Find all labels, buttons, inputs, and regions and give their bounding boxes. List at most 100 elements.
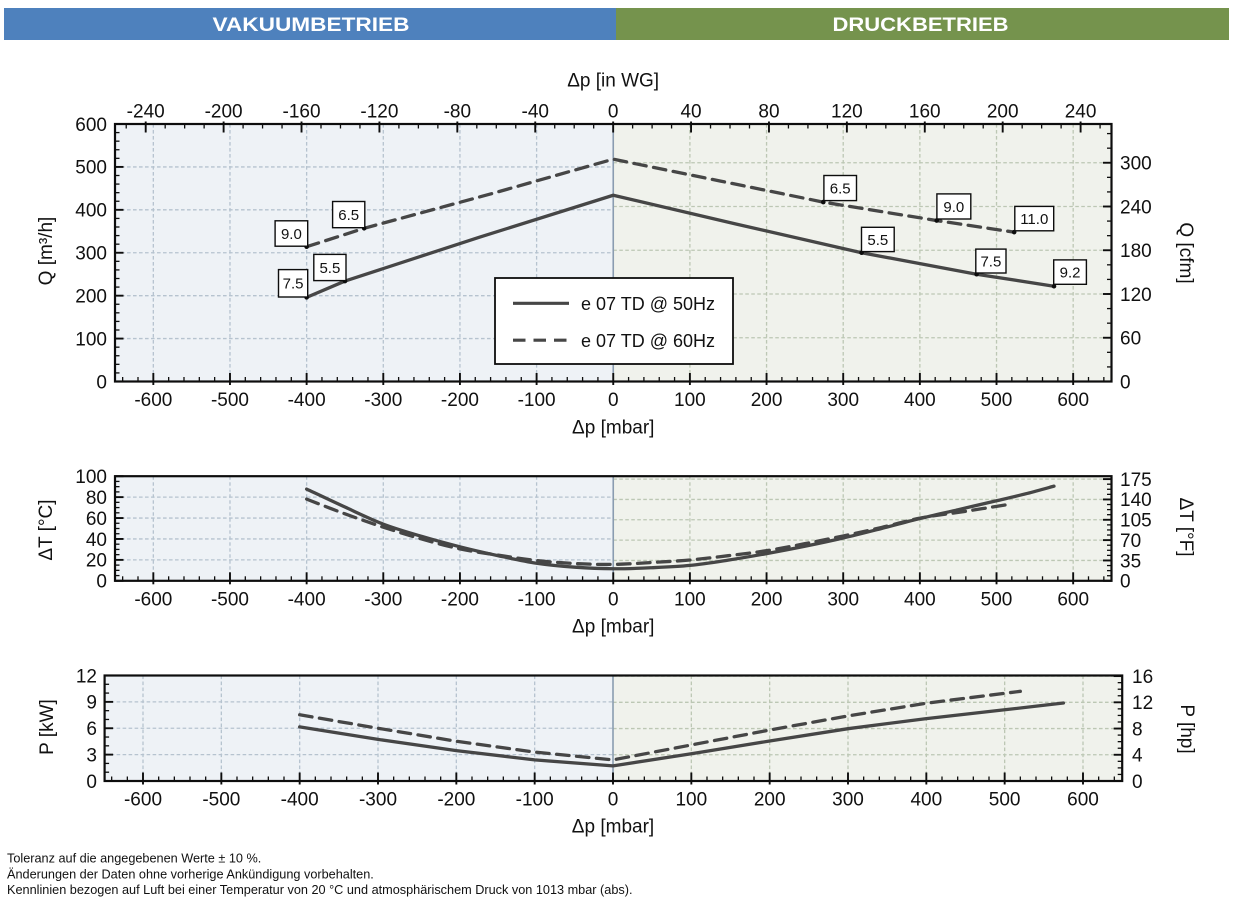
svg-text:-240: -240 [127,102,165,123]
svg-text:9.2: 9.2 [1060,265,1081,282]
svg-text:-100: -100 [518,390,556,411]
svg-text:-100: -100 [518,590,556,611]
svg-text:5.5: 5.5 [319,260,340,277]
svg-text:6.5: 6.5 [338,207,359,224]
svg-text:-100: -100 [516,790,554,811]
svg-text:500: 500 [989,790,1021,811]
svg-text:-500: -500 [202,790,240,811]
svg-text:-200: -200 [441,590,479,611]
svg-text:-400: -400 [288,590,326,611]
svg-text:100: 100 [75,467,107,488]
svg-text:140: 140 [1120,490,1152,511]
svg-text:e 07 TD @ 60Hz: e 07 TD @ 60Hz [581,331,715,351]
svg-text:Kennlinien bezogen auf Luft be: Kennlinien bezogen auf Luft bei einer Te… [7,883,632,897]
svg-text:0: 0 [1132,772,1143,793]
svg-text:300: 300 [827,590,859,611]
svg-text:9.0: 9.0 [281,226,302,243]
svg-text:400: 400 [904,590,936,611]
svg-text:Δp [mbar]: Δp [mbar] [572,617,654,638]
svg-text:180: 180 [1120,241,1152,262]
svg-text:-200: -200 [437,790,475,811]
svg-text:Δp [mbar]: Δp [mbar] [572,817,654,838]
svg-text:600: 600 [1057,390,1089,411]
svg-text:6.5: 6.5 [830,180,851,197]
svg-text:-300: -300 [359,790,397,811]
svg-text:80: 80 [758,102,779,123]
svg-text:40: 40 [680,102,701,123]
svg-text:ΔT [°F]: ΔT [°F] [1175,498,1196,557]
svg-text:100: 100 [675,790,707,811]
svg-text:DRUCKBETRIEB: DRUCKBETRIEB [833,14,1009,36]
svg-text:0: 0 [608,590,619,611]
svg-text:200: 200 [75,286,107,307]
svg-text:0: 0 [86,772,97,793]
svg-text:P [hp]: P [hp] [1176,704,1197,753]
svg-text:100: 100 [674,390,706,411]
svg-text:0: 0 [608,790,619,811]
svg-text:0: 0 [1120,572,1131,593]
svg-text:-400: -400 [281,790,319,811]
svg-text:P [kW]: P [kW] [37,699,58,755]
svg-text:120: 120 [1120,285,1152,306]
svg-text:60: 60 [86,509,107,530]
svg-text:12: 12 [1132,693,1153,714]
svg-text:175: 175 [1120,470,1152,491]
svg-text:ΔT [°C]: ΔT [°C] [36,499,57,560]
svg-text:Toleranz auf die angegebenen W: Toleranz auf die angegebenen Werte ± 10 … [7,852,261,866]
svg-text:160: 160 [909,102,941,123]
svg-text:e 07 TD @ 50Hz: e 07 TD @ 50Hz [581,294,715,314]
svg-text:240: 240 [1120,197,1152,218]
svg-text:200: 200 [751,590,783,611]
svg-text:9: 9 [86,693,97,714]
svg-text:100: 100 [75,329,107,350]
svg-text:Änderungen der Daten ohne vorh: Änderungen der Daten ohne vorherige Ankü… [7,867,374,881]
svg-text:0: 0 [96,572,107,593]
svg-text:-200: -200 [441,390,479,411]
svg-text:35: 35 [1120,551,1141,572]
svg-text:-300: -300 [364,390,402,411]
svg-text:0: 0 [608,102,619,123]
svg-text:300: 300 [1120,154,1152,175]
svg-text:-600: -600 [124,790,162,811]
svg-text:-160: -160 [283,102,321,123]
svg-text:600: 600 [75,115,107,136]
svg-text:300: 300 [75,244,107,265]
svg-text:7.5: 7.5 [283,276,304,293]
svg-text:60: 60 [1120,329,1141,350]
svg-text:500: 500 [75,158,107,179]
svg-text:300: 300 [832,790,864,811]
svg-text:400: 400 [904,390,936,411]
svg-text:500: 500 [981,590,1013,611]
svg-text:105: 105 [1120,511,1152,532]
svg-text:600: 600 [1067,790,1099,811]
svg-text:-600: -600 [134,390,172,411]
svg-text:9.0: 9.0 [943,199,964,216]
svg-text:120: 120 [831,102,863,123]
svg-text:600: 600 [1057,590,1089,611]
svg-text:20: 20 [86,551,107,572]
svg-text:-600: -600 [134,590,172,611]
svg-text:Δp [in WG]: Δp [in WG] [567,71,659,92]
svg-text:400: 400 [910,790,942,811]
svg-text:-40: -40 [522,102,549,123]
svg-text:0: 0 [1120,372,1131,393]
svg-text:8: 8 [1132,719,1143,740]
svg-text:200: 200 [754,790,786,811]
svg-text:500: 500 [981,390,1013,411]
svg-text:-120: -120 [360,102,398,123]
svg-text:400: 400 [75,201,107,222]
svg-text:-400: -400 [288,390,326,411]
svg-text:6: 6 [86,719,97,740]
svg-text:0: 0 [608,390,619,411]
svg-text:-500: -500 [211,390,249,411]
svg-text:200: 200 [987,102,1019,123]
svg-text:5.5: 5.5 [867,232,888,249]
svg-text:7.5: 7.5 [980,253,1001,270]
svg-text:16: 16 [1132,667,1153,688]
svg-text:11.0: 11.0 [1020,211,1048,228]
svg-text:Δp [mbar]: Δp [mbar] [572,418,654,439]
svg-text:-80: -80 [444,102,471,123]
svg-text:0: 0 [96,372,107,393]
svg-text:100: 100 [674,590,706,611]
svg-text:Q [cfm]: Q [cfm] [1175,222,1196,283]
